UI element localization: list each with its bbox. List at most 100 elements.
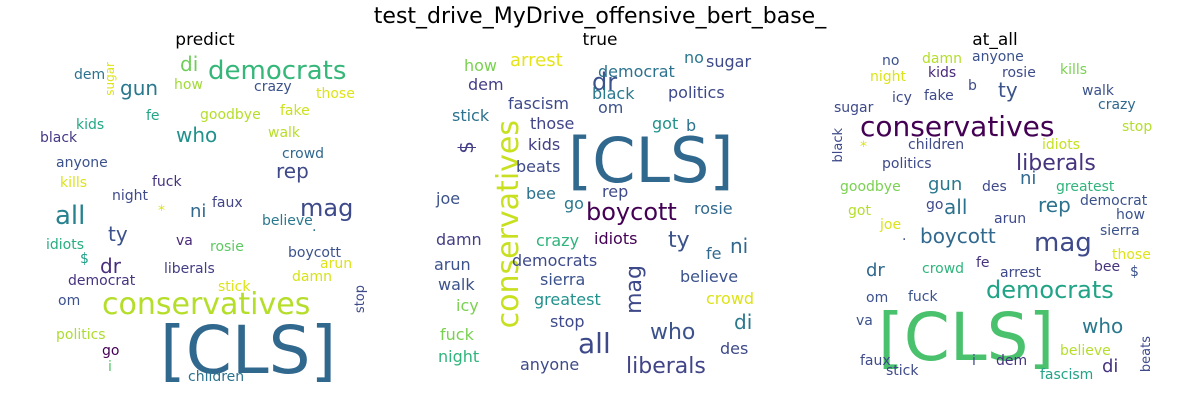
cloud-word: joe xyxy=(436,189,461,208)
cloud-word: arrest xyxy=(510,50,563,71)
cloud-word: greatest xyxy=(534,290,601,309)
cloud-word: no xyxy=(684,48,704,67)
cloud-word: all xyxy=(944,195,968,219)
cloud-word: politics xyxy=(56,327,106,343)
cloud-word: crowd xyxy=(706,289,755,308)
cloud-word: liberals xyxy=(1016,151,1096,176)
cloud-word: damn xyxy=(292,269,332,285)
cloud-word: walk xyxy=(268,125,301,141)
cloud-word: fuck xyxy=(440,325,474,344)
cloud-word: stick xyxy=(452,106,490,125)
cloud-word: rosie xyxy=(1002,65,1036,81)
cloud-word: how xyxy=(1116,207,1145,223)
cloud-word: night xyxy=(438,347,480,366)
cloud-word: ty xyxy=(998,78,1018,102)
cloud-word: fake xyxy=(280,103,310,119)
cloud-word: sierra xyxy=(540,270,586,289)
cloud-word: kids xyxy=(928,65,957,81)
cloud-word: democrats xyxy=(512,251,598,270)
cloud-word: children xyxy=(188,369,245,385)
cloud-word: democrat xyxy=(598,62,675,81)
cloud-word: i xyxy=(972,353,976,369)
cloud-word: all xyxy=(578,327,611,360)
cloud-word: dr xyxy=(866,260,885,281)
cloud-word: kids xyxy=(76,117,105,133)
cloud-word: dr xyxy=(592,68,618,96)
cloud-word: who xyxy=(650,320,696,345)
cloud-word: [CLS] xyxy=(160,312,337,389)
cloud-word: $ xyxy=(80,251,89,267)
cloud-word: goodbye xyxy=(840,179,901,195)
cloud-word: des xyxy=(982,179,1007,195)
panel-title-at-all: at_all xyxy=(972,30,1018,50)
cloud-word: sugar xyxy=(706,52,752,71)
cloud-word: go xyxy=(102,343,120,359)
cloud-word: stick xyxy=(886,363,919,379)
cloud-word: fascism xyxy=(508,94,569,113)
cloud-word: * xyxy=(158,203,165,219)
cloud-word: believe xyxy=(1060,343,1111,359)
cloud-word: dem xyxy=(74,67,106,83)
cloud-word: rep xyxy=(602,182,629,201)
cloud-word: beats xyxy=(516,157,561,176)
cloud-word: bee xyxy=(526,184,556,203)
cloud-word: b xyxy=(968,78,977,94)
cloud-word: b xyxy=(686,116,697,135)
cloud-word: got xyxy=(652,114,679,133)
cloud-word: those xyxy=(530,114,575,133)
cloud-word: [CLS] xyxy=(568,124,734,197)
cloud-word: black xyxy=(831,128,846,163)
cloud-word: anyone xyxy=(972,49,1024,65)
cloud-word: conservatives xyxy=(102,287,311,322)
cloud-word: night xyxy=(112,188,149,204)
cloud-word: * xyxy=(860,139,867,155)
cloud-word: om xyxy=(598,98,624,117)
cloud-word: liberals xyxy=(626,354,706,379)
cloud-word: democrats xyxy=(208,56,347,86)
cloud-word: no xyxy=(882,53,900,69)
cloud-word: politics xyxy=(668,83,725,102)
cloud-word: crazy xyxy=(1098,97,1136,113)
cloud-word: kills xyxy=(60,175,88,191)
figure-title: test_drive_MyDrive_offensive_bert_base_ xyxy=(373,4,827,29)
cloud-word: di xyxy=(180,52,199,76)
cloud-word: democrats xyxy=(986,276,1114,304)
cloud-word: democrat xyxy=(68,273,136,289)
cloud-word: mag xyxy=(1034,228,1092,258)
panel-title-true: true xyxy=(582,30,618,50)
panel-at-all: at_all xyxy=(815,30,1175,400)
cloud-word: ni xyxy=(190,201,207,222)
cloud-word: children xyxy=(908,137,965,153)
cloud-word: ni xyxy=(1020,168,1037,189)
panel-title-predict: predict xyxy=(175,30,235,50)
cloud-word: arun xyxy=(320,256,353,272)
cloud-word: fuck xyxy=(152,174,182,190)
cloud-word: i xyxy=(108,359,112,375)
cloud-word: democrat xyxy=(1080,193,1148,209)
cloud-word: di xyxy=(734,310,753,334)
cloud-word: believe xyxy=(262,213,313,229)
cloud-word: how xyxy=(174,77,203,93)
cloud-word: idiots xyxy=(594,229,638,248)
cloud-word: rosie xyxy=(210,239,244,255)
cloud-word: sierra xyxy=(1100,223,1140,239)
cloud-word: $ xyxy=(1130,264,1139,280)
cloud-word: crowd xyxy=(922,261,965,277)
cloud-word: anyone xyxy=(520,355,580,374)
cloud-word: who xyxy=(1082,314,1124,338)
cloud-word: conservatives xyxy=(860,110,1055,143)
cloud-word: go xyxy=(564,194,584,213)
cloud-word: arun xyxy=(434,255,471,274)
cloud-word: va xyxy=(856,313,873,329)
cloud-word: black xyxy=(40,130,78,146)
cloud-word: believe xyxy=(680,267,739,286)
cloud-word: boycott xyxy=(920,224,996,248)
cloud-word: crazy xyxy=(536,231,580,250)
cloud-word: boycott xyxy=(586,198,677,226)
cloud-word: kills xyxy=(1060,62,1088,78)
cloud-word: rosie xyxy=(694,199,733,218)
cloud-word: fuck xyxy=(908,289,938,305)
